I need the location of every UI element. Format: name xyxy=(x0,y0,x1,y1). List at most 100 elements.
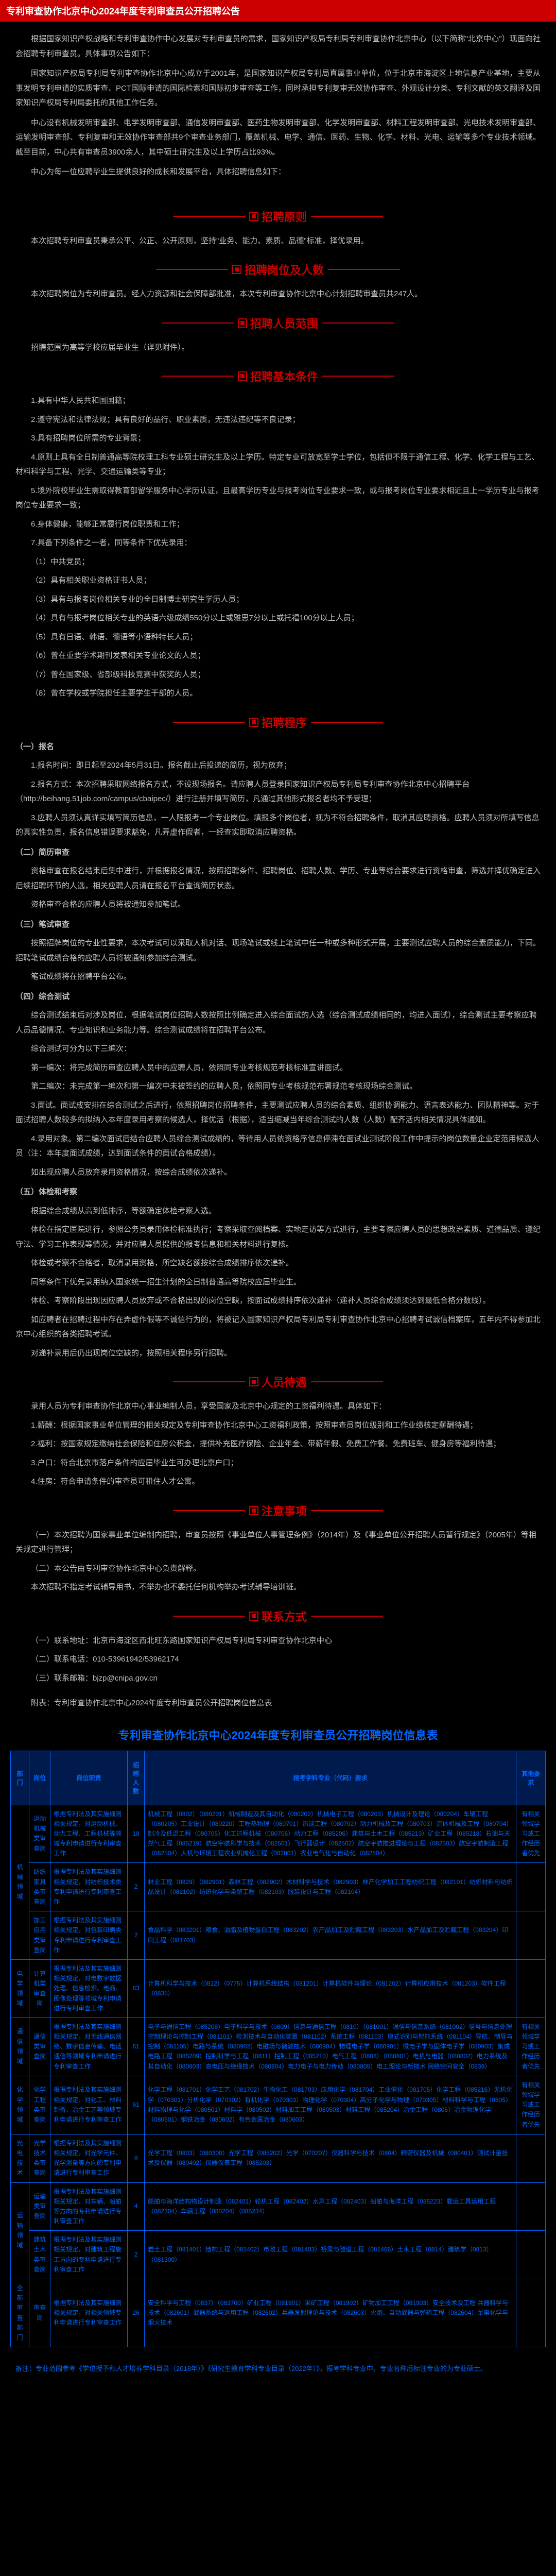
dept-cell: 化学领域 xyxy=(11,2076,29,2134)
section-notice-content: （一）本次招聘为国家事业单位编制内招聘，审查员按照《事业单位人事管理条例》（20… xyxy=(0,1528,556,1595)
post-cell: 计算机类审查岗 xyxy=(29,1959,50,2018)
notice-item: （二）本公告由专利审查协作北京中心负责解释。 xyxy=(15,1562,541,1577)
condition-item: 4.原则上具有全日制普通高等院校理工科专业硕士研究生及以上学历。特定专业可放宽至… xyxy=(15,450,541,480)
intro-p1: 根据国家知识产权战略和专利审查协作中心发展对专利审查员的需求，国家知识产权局专利… xyxy=(15,32,541,61)
table-header-cell: 招聘人数 xyxy=(128,1751,145,1805)
num-cell: 61 xyxy=(128,2076,145,2134)
other-cell xyxy=(516,1959,546,2018)
num-cell: 2 xyxy=(128,1911,145,1960)
dept-cell: 运输领域 xyxy=(11,2182,29,2279)
other-cell xyxy=(516,2182,546,2231)
contact-item: （二）联系电话：010-53961942/53962174 xyxy=(15,1652,541,1667)
condition-item: （6）曾在重要学术期刊发表相关专业论文的人员； xyxy=(15,649,541,664)
procedure-heading: （五）体检和考察 xyxy=(15,1185,541,1200)
section-icon xyxy=(249,1612,258,1621)
other-cell: 有相关领域学习或工作经历者优先 xyxy=(516,2076,546,2134)
dept-cell: 机械领域 xyxy=(11,1805,29,1959)
duty-cell: 根据专利法及其实施细则相关规定，对无线通信网络、数字信息传输、电话通信等领域专利… xyxy=(50,2018,128,2076)
procedure-heading: （三）笔试审查 xyxy=(15,918,541,933)
notice-item: （一）本次招聘为国家事业单位编制内招聘，审查员按照《事业单位人事管理条例》（20… xyxy=(15,1528,541,1557)
procedure-text: 按照招牌岗位的专业性要求，本次考试可以采取人机对话、现场笔试或线上笔试中任一种或… xyxy=(15,936,541,965)
contact-item: （三）联系邮箱：bjzp@cnipa.gov.cn xyxy=(15,1671,541,1686)
duty-cell: 根据专利法及其实施细则相关规定，对电数字数据处理、信息检索、电商、图像处理等领域… xyxy=(50,1959,128,2018)
benefit-item: 3.户口：符合北京市落户条件的应届毕业生可办理北京户口； xyxy=(15,1456,541,1471)
procedure-text: 资格审查合格的应聘人员将被通知参加笔试。 xyxy=(15,897,541,912)
duty-cell: 根据专利法及其实施细则相关规定，对运动机械、动力工程、工程机械等领域专利申请进行… xyxy=(50,1805,128,1863)
duty-cell: 根据专利法及其实施细则相关规定，对包装印刷类专利申请进行专利审查工作 xyxy=(50,1911,128,1960)
table-header-cell: 部门 xyxy=(11,1751,29,1805)
procedure-text: 3.应聘人员须认真详实填写简历信息，一人限报考一个专业岗位。填报多个岗位者，视为… xyxy=(15,811,541,840)
table-header-row: 部门岗位岗位职责招聘人数报考学科专业（代码）要求其他要求 xyxy=(11,1751,546,1805)
section-procedure-content: （一）报名1.报名时间：即日起至2024年5月31日。报名截止后投递的简历，视为… xyxy=(0,740,556,1361)
dept-cell: 光电技术 xyxy=(11,2134,29,2182)
num-cell: 2 xyxy=(128,2231,145,2279)
section-benefits-content: 录用人员为专利审查协作北京中心事业编制人员，享受国家及北京中心规定的工资福利待遇… xyxy=(0,1399,556,1489)
other-cell xyxy=(516,1863,546,1911)
post-cell: 纺织家具类审查岗 xyxy=(29,1863,50,1911)
post-cell: 运输类审查岗 xyxy=(29,2182,50,2231)
procedure-text: 1.报名时间：即日起至2024年5月31日。报名截止后投递的简历，视为放弃； xyxy=(15,758,541,773)
page-title: 专利审查协作北京中心2024年度专利审查员公开招聘公告 xyxy=(0,0,556,22)
other-cell: 有相关领域学习或工作经历者优先 xyxy=(516,2018,546,2076)
section-notice-title: 注意事项 xyxy=(0,1502,556,1519)
major-cell: 船舶与海洋结构物设计制造（082401）轮机工程（082402）水声工程（082… xyxy=(145,2182,516,2231)
other-cell xyxy=(516,2134,546,2182)
duty-cell: 根据专利法及其实施细则相关规定，对化工、材料制备、冶金工艺等领域专利申请进行专利… xyxy=(50,2076,128,2134)
table-header-cell: 其他要求 xyxy=(516,1751,546,1805)
major-cell: 食品科学（083201）粮食、油脂及植物蛋白工程（083202）农产品加工及贮藏… xyxy=(145,1911,516,1960)
condition-item: （2）具有相关职业资格证书人员； xyxy=(15,573,541,588)
num-cell: 26 xyxy=(128,2279,145,2347)
other-cell xyxy=(516,2231,546,2279)
procedure-text: 体检或考察不合格者，取消录用资格，所空缺名额按综合成绩排序依次递补。 xyxy=(15,1256,541,1271)
positions-table: 部门岗位岗位职责招聘人数报考学科专业（代码）要求其他要求 机械领域运动机械类审查… xyxy=(10,1751,546,2348)
procedure-text: 第一编次：将完成简历审查应聘人员中的应聘人员，依照同专业考核规范考核标准宣讲面试… xyxy=(15,1061,541,1076)
procedure-text: 3.面试。面试成安排在综合测试之后进行，依照招聘岗位招聘条件，主要测试应聘人员的… xyxy=(15,1098,541,1128)
post-cell: 审查岗 xyxy=(29,2279,50,2347)
notice-item: 本次招聘不指定考试辅导用书，不举办也不委托任何机构举办考试辅导培训班。 xyxy=(15,1580,541,1595)
table-row: 化学领域化学工程类审查岗根据专利法及其实施细则相关规定，对化工、材料制备、冶金工… xyxy=(11,2076,546,2134)
condition-item: 3.具有招聘岗位所需的专业背景； xyxy=(15,431,541,446)
table-row: 光电技术光学技术类审查岗根据专利法及其实施细则相关规定，对光学元件、光学测量等方… xyxy=(11,2134,546,2182)
table-row: 全部审查部门审查岗根据专利法及其实施细则相关规定，对相关领域专利申请进行专利审查… xyxy=(11,2279,546,2347)
procedure-text: 根据综合成绩从高到低排序，等额确定体检考察人选。 xyxy=(15,1204,541,1219)
other-cell: 有相关领域学习或工作经历者优先 xyxy=(516,1805,546,1863)
section-scope-content: 招聘范围为高等学校应届毕业生（详见附件）。 xyxy=(0,341,556,355)
condition-item: （8）曾在学校或学院担任主要学生干部的人员。 xyxy=(15,686,541,701)
dept-cell: 电学领域 xyxy=(11,1959,29,2018)
condition-item: （5）具有日语、韩语、德语等小语种特长人员； xyxy=(15,630,541,645)
procedure-text: 体检、考察阶段出现因应聘人员放弃或不合格出现的岗位空缺，按面试成绩排序依次递补（… xyxy=(15,1294,541,1309)
procedure-heading: （二）简历审查 xyxy=(15,845,541,860)
table-header-cell: 岗位 xyxy=(29,1751,50,1805)
duty-cell: 根据专利法及其实施细则相关规定，对建筑工程施工方向的专利申请进行专利审查工作 xyxy=(50,2231,128,2279)
positions-table-title: 专利审查协作北京中心2024年度专利审查员公开招聘岗位信息表 xyxy=(0,1726,556,1743)
table-header-cell: 岗位职责 xyxy=(50,1751,128,1805)
num-cell: 61 xyxy=(128,2018,145,2076)
section-positions-content: 本次招聘岗位为专利审查员。经人力资源和社会保障部批准，本次专利审查协作北京中心计… xyxy=(0,287,556,302)
section-icon xyxy=(238,371,247,381)
table-header-cell: 报考学科专业（代码）要求 xyxy=(145,1751,516,1805)
section-benefits-title: 人员待遇 xyxy=(0,1374,556,1390)
section-contact-title: 联系方式 xyxy=(0,1608,556,1624)
section-conditions-content: 1.具有中华人民共和国国籍；2.遵守宪法和法律法规；具有良好的品行、职业素质，无… xyxy=(0,394,556,701)
table-row: 纺织家具类审查岗根据专利法及其实施细则相关规定，对纺织技术类专利申请进行专利审查… xyxy=(11,1863,546,1911)
duty-cell: 根据专利法及其实施细则相关规定，对相关领域专利申请进行专利审查工作 xyxy=(50,2279,128,2347)
procedure-text: 2.报名方式：本次招聘采取网络报名方式，不设现场报名。请应聘人员登录国家知识产权… xyxy=(15,777,541,807)
major-cell: 光学工程（0803）（080300）光学工程（085202）光学（070207）… xyxy=(145,2134,516,2182)
post-cell: 建筑土木类审查岗 xyxy=(29,2231,50,2279)
section-contact-content: （一）联系地址：北京市海淀区西北旺东路国家知识产权局专利局专利审查协作北京中心（… xyxy=(0,1634,556,1711)
table-footnote: 备注：专业范围参考《学位授予和人才培养学科目录（2018年）》《研究生教育学科专… xyxy=(0,2358,556,2390)
duty-cell: 根据专利法及其实施细则相关规定，对光学元件、光学测量等方向的专利申请进行专利审查… xyxy=(50,2134,128,2182)
section-principles-title: 招聘原则 xyxy=(0,208,556,225)
intro-p3: 中心设有机械发明审查部、电学发明审查部、通信发明审查部、医药生物发明审查部、化学… xyxy=(15,116,541,160)
num-cell: 4 xyxy=(128,2182,145,2231)
scope-text: 招聘范围为高等学校应届毕业生（详见附件）。 xyxy=(15,341,541,355)
intro-p4: 中心为每一位应聘毕业生提供良好的成长和发展平台，具体招聘信息如下： xyxy=(15,165,541,180)
condition-item: 6.身体健康，能够正常履行岗位职责和工作； xyxy=(15,517,541,532)
section-icon xyxy=(249,1506,258,1515)
section-icon xyxy=(249,1377,258,1386)
major-cell: 计算机科学与技术（0812）（0775）计算机系统结构（081201）计算机软件… xyxy=(145,1959,516,2018)
table-row: 机械领域运动机械类审查岗根据专利法及其实施细则相关规定，对运动机械、动力工程、工… xyxy=(11,1805,546,1863)
benefit-item: 2.福利：按国家规定缴纳社会保险和住房公积金，提供补充医疗保险、企业年金、带薪年… xyxy=(15,1437,541,1452)
post-cell: 光学技术类审查岗 xyxy=(29,2134,50,2182)
dept-cell: 全部审查部门 xyxy=(11,2279,29,2347)
